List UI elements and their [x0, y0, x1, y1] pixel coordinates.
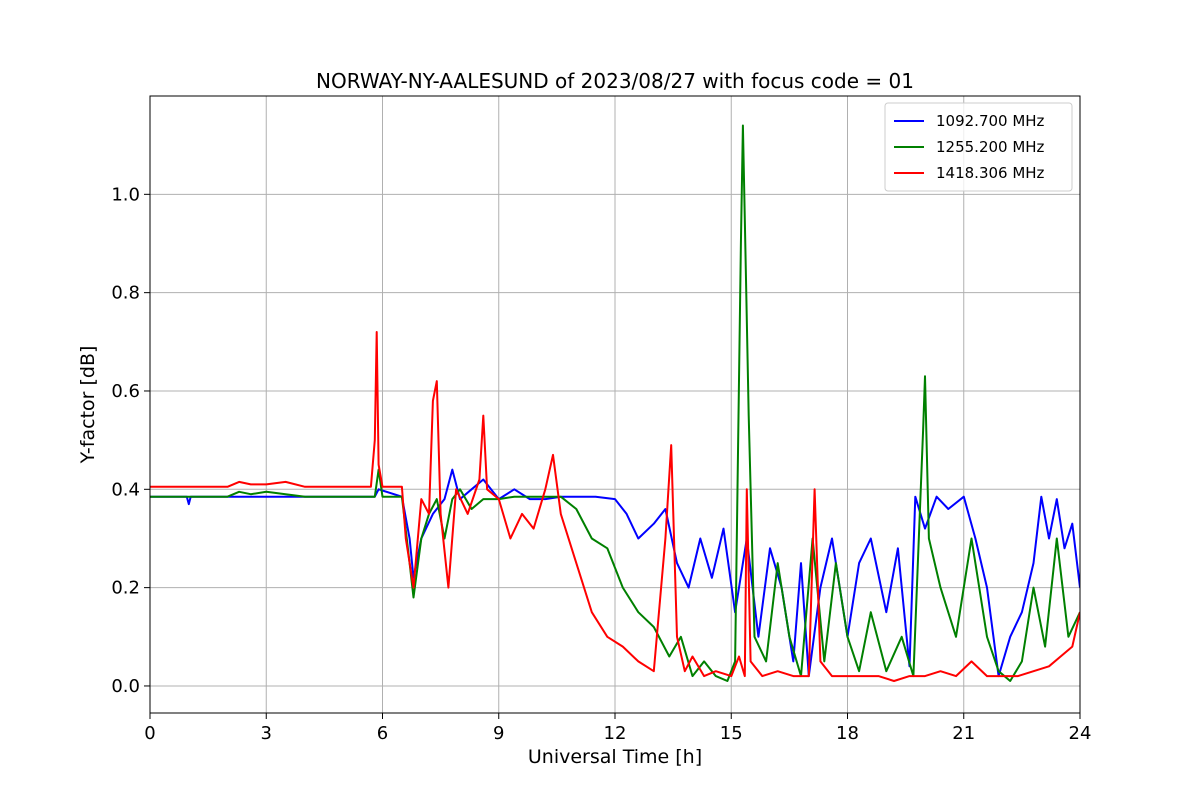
- x-tick-label: 9: [493, 723, 504, 744]
- legend-label-2: 1255.200 MHz: [936, 138, 1045, 156]
- y-tick-label: 0.6: [111, 381, 140, 402]
- y-axis-title: Y-factor [dB]: [77, 346, 99, 465]
- y-tick-label: 0.2: [111, 578, 140, 599]
- y-tick-label: 0.8: [111, 283, 140, 304]
- x-tick-label: 0: [144, 723, 155, 744]
- x-tick-label: 3: [261, 723, 272, 744]
- x-tick-label: 24: [1069, 723, 1092, 744]
- x-tick-label: 12: [604, 723, 627, 744]
- y-tick-label: 0.0: [111, 676, 140, 697]
- y-tick-label: 0.4: [111, 479, 140, 500]
- x-tick-label: 6: [377, 723, 388, 744]
- series-lines: [150, 124, 1080, 682]
- ticks: 0 3 6 9 12 15 18 21 24 0.0 0.2 0.4 0.6 0.8 1.0: [111, 184, 1091, 744]
- legend-box: [884, 102, 1073, 192]
- chart-title: NORWAY-NY-AALESUND of 2023/08/27 with fo…: [316, 69, 914, 93]
- legend: 1092.700 MHz 1255.200 MHz 1418.306 MHz: [884, 102, 1073, 192]
- series-line-3: [150, 331, 1080, 682]
- legend-label-3: 1418.306 MHz: [936, 164, 1045, 182]
- y-tick-label: 1.0: [111, 184, 140, 205]
- legend-label-1: 1092.700 MHz: [936, 112, 1045, 130]
- x-tick-label: 18: [836, 723, 859, 744]
- x-tick-label: 15: [720, 723, 743, 744]
- x-tick-label: 21: [952, 723, 975, 744]
- series-line-2: [150, 124, 1080, 682]
- x-axis-title: Universal Time [h]: [528, 746, 702, 768]
